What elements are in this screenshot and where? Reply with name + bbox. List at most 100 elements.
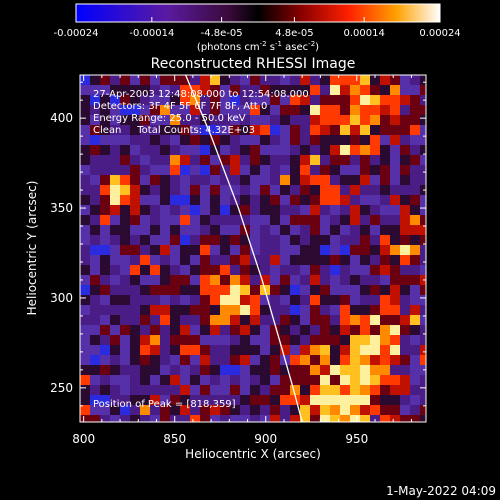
heatmap-cell <box>340 135 350 145</box>
heatmap-cell <box>240 295 250 305</box>
heatmap-cell <box>380 75 390 85</box>
heatmap-cell <box>160 385 170 395</box>
heatmap-cell <box>230 235 240 245</box>
heatmap-cell <box>340 235 350 245</box>
heatmap-cell <box>170 165 180 175</box>
colorbar-tick-label: 0.00014 <box>343 28 384 39</box>
heatmap-cell <box>230 185 240 195</box>
heatmap-cell <box>270 105 280 115</box>
heatmap-cell <box>260 105 270 115</box>
heatmap-cell <box>140 135 150 145</box>
heatmap-cell <box>400 315 410 325</box>
heatmap-cell <box>270 385 280 395</box>
heatmap-cell <box>150 325 160 335</box>
heatmap-cell <box>350 305 360 315</box>
heatmap-cell <box>150 95 160 105</box>
heatmap-cell <box>260 405 270 415</box>
heatmap-cell <box>360 225 370 235</box>
heatmap-cell <box>380 405 390 415</box>
heatmap-cell <box>130 335 140 345</box>
heatmap-cell <box>140 205 150 215</box>
heatmap-cell <box>140 415 150 422</box>
heatmap-cell <box>380 115 390 125</box>
heatmap-cell <box>140 315 150 325</box>
heatmap-cell <box>120 235 130 245</box>
heatmap-cell <box>100 335 110 345</box>
heatmap-cell <box>410 75 420 85</box>
heatmap-cell <box>370 75 380 85</box>
heatmap-cell <box>400 145 410 155</box>
heatmap-cell <box>280 165 290 175</box>
heatmap-cell <box>260 335 270 345</box>
y-tick-label: 300 <box>50 291 73 305</box>
heatmap-cell <box>330 325 340 335</box>
heatmap-cell <box>150 185 160 195</box>
heatmap-cell <box>200 235 210 245</box>
heatmap-cell <box>210 405 220 415</box>
heatmap-cell <box>370 245 380 255</box>
heatmap-cell <box>100 245 110 255</box>
heatmap-cell <box>160 225 170 235</box>
heatmap-cell <box>200 75 210 85</box>
heatmap-cell <box>310 415 320 422</box>
heatmap-cell <box>420 195 426 205</box>
heatmap-cell <box>300 95 310 105</box>
heatmap-cell <box>230 115 240 125</box>
heatmap-cell <box>410 195 420 205</box>
heatmap-cell <box>280 315 290 325</box>
heatmap-cell <box>230 155 240 165</box>
heatmap-cell <box>320 205 330 215</box>
heatmap-cell <box>170 105 180 115</box>
heatmap-cell <box>350 395 360 405</box>
heatmap-cell <box>100 405 110 415</box>
heatmap-cell <box>200 215 210 225</box>
heatmap-cell <box>100 225 110 235</box>
heatmap-cell <box>400 85 410 95</box>
heatmap-cell <box>230 395 240 405</box>
heatmap-cell <box>340 255 350 265</box>
heatmap-cell <box>210 195 220 205</box>
heatmap-cell <box>170 305 180 315</box>
heatmap-cell <box>330 105 340 115</box>
heatmap-cell <box>120 145 130 155</box>
heatmap-cell <box>260 365 270 375</box>
heatmap-cell <box>100 175 110 185</box>
heatmap-cell <box>130 135 140 145</box>
heatmap-cell <box>260 85 270 95</box>
heatmap-cell <box>370 345 380 355</box>
heatmap-cell <box>120 75 130 85</box>
heatmap-cell <box>330 305 340 315</box>
heatmap-cell <box>330 165 340 175</box>
heatmap-cell <box>290 215 300 225</box>
heatmap-cell <box>240 265 250 275</box>
heatmap-cell <box>190 275 200 285</box>
heatmap-cell <box>200 95 210 105</box>
heatmap-cell <box>150 155 160 165</box>
heatmap-cell <box>250 265 260 275</box>
heatmap-cell <box>330 415 340 422</box>
heatmap-cell <box>350 275 360 285</box>
heatmap-cell <box>300 355 310 365</box>
heatmap-cell <box>240 215 250 225</box>
heatmap-cell <box>210 245 220 255</box>
heatmap-cell <box>320 235 330 245</box>
heatmap-cell <box>140 335 150 345</box>
heatmap-cell <box>370 315 380 325</box>
heatmap-cell <box>280 285 290 295</box>
heatmap-cell <box>360 85 370 95</box>
heatmap-cell <box>370 165 380 175</box>
heatmap-cell <box>410 245 420 255</box>
heatmap-cell <box>360 145 370 155</box>
heatmap-cell <box>130 355 140 365</box>
heatmap-cell <box>400 255 410 265</box>
heatmap-cell <box>220 145 230 155</box>
heatmap-cell <box>200 205 210 215</box>
heatmap-cell <box>330 275 340 285</box>
heatmap-cell <box>210 295 220 305</box>
heatmap-cell <box>370 355 380 365</box>
heatmap-cell <box>380 215 390 225</box>
heatmap-cell <box>90 165 100 175</box>
heatmap-cell <box>270 305 280 315</box>
heatmap-cell <box>200 225 210 235</box>
heatmap-cell <box>410 345 420 355</box>
